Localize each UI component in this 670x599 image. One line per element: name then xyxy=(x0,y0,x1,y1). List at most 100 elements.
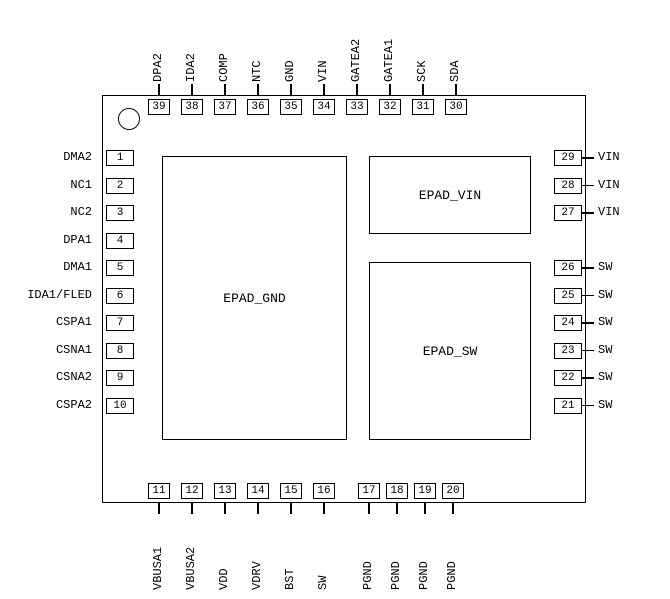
pin-25-label: SW xyxy=(598,288,612,302)
pin-15-label: BST xyxy=(283,518,297,590)
pin-35-label: GND xyxy=(283,10,297,82)
pin-37-num: 37 xyxy=(214,99,236,115)
pin-3-label: NC2 xyxy=(22,205,92,219)
pin-9-label: CSNA2 xyxy=(22,370,92,384)
pin-39-num: 39 xyxy=(148,99,170,115)
pin-3-num: 3 xyxy=(106,205,134,221)
pin-11-num: 11 xyxy=(148,483,170,499)
pin-1-num: 1 xyxy=(106,150,134,166)
pin-10-label: CSPA2 xyxy=(22,398,92,412)
pin-15-tick xyxy=(290,503,292,514)
pin-25-tick xyxy=(582,295,594,297)
pin-18-label: PGND xyxy=(389,518,403,590)
pin-5-num: 5 xyxy=(106,260,134,276)
pin-26-num: 26 xyxy=(554,260,582,276)
pin-28-num: 28 xyxy=(554,178,582,194)
pin-28-tick xyxy=(582,185,594,187)
pin-33-num: 33 xyxy=(346,99,368,115)
pin-13-label: VDD xyxy=(217,518,231,590)
pin-7-label: CSPA1 xyxy=(22,315,92,329)
pin-38-label: IDA2 xyxy=(184,10,198,82)
pin-29-num: 29 xyxy=(554,150,582,166)
pin-12-tick xyxy=(191,503,193,514)
pin-8-label: CSNA1 xyxy=(22,343,92,357)
pin-36-label: NTC xyxy=(250,10,264,82)
pin-26-label: SW xyxy=(598,260,612,274)
pin-13-tick xyxy=(224,503,226,514)
pin-24-num: 24 xyxy=(554,315,582,331)
pin-19-label: PGND xyxy=(417,518,431,590)
pin-20-num: 20 xyxy=(442,483,464,499)
pin1-dot xyxy=(118,108,140,130)
pin-14-label: VDRV xyxy=(250,518,264,590)
pin-4-num: 4 xyxy=(106,233,134,249)
pin-6-label: IDA1/FLED xyxy=(22,288,92,302)
epad-vin-label: EPAD_VIN xyxy=(419,188,481,203)
pin-16-label: SW xyxy=(316,518,330,590)
pin-17-label: PGND xyxy=(361,518,375,590)
pin-29-tick xyxy=(582,157,594,159)
pin-17-tick xyxy=(368,503,370,514)
pin-31-num: 31 xyxy=(412,99,434,115)
pin-16-num: 16 xyxy=(313,483,335,499)
pin-32-num: 32 xyxy=(379,99,401,115)
pin-21-num: 21 xyxy=(554,398,582,414)
pin-14-num: 14 xyxy=(247,483,269,499)
pin-36-num: 36 xyxy=(247,99,269,115)
pin-12-num: 12 xyxy=(181,483,203,499)
pin-37-label: COMP xyxy=(217,10,231,82)
pin-30-label: SDA xyxy=(448,10,462,82)
pin-11-tick xyxy=(158,503,160,514)
epad-gnd: EPAD_GND xyxy=(162,156,347,440)
epad-sw-label: EPAD_SW xyxy=(423,344,478,359)
pin-24-tick xyxy=(582,322,594,324)
pin-12-label: VBUSA2 xyxy=(184,518,198,590)
pin-22-label: SW xyxy=(598,370,612,384)
epad-sw: EPAD_SW xyxy=(369,262,531,440)
pin-31-tick xyxy=(422,84,424,95)
pin-15-num: 15 xyxy=(280,483,302,499)
pin-34-tick xyxy=(323,84,325,95)
pin-19-tick xyxy=(424,503,426,514)
pin-23-num: 23 xyxy=(554,343,582,359)
pin-39-label: DPA2 xyxy=(151,10,165,82)
pin-33-tick xyxy=(356,84,358,95)
pin-35-tick xyxy=(290,84,292,95)
pin-39-tick xyxy=(158,84,160,95)
pin-22-tick xyxy=(582,377,594,379)
pin-32-tick xyxy=(389,84,391,95)
pin-19-num: 19 xyxy=(414,483,436,499)
pin-25-num: 25 xyxy=(554,288,582,304)
epad-gnd-label: EPAD_GND xyxy=(223,291,285,306)
epad-vin: EPAD_VIN xyxy=(369,156,531,234)
pin-8-num: 8 xyxy=(106,343,134,359)
pin-17-num: 17 xyxy=(358,483,380,499)
pin-30-tick xyxy=(455,84,457,95)
pin-22-num: 22 xyxy=(554,370,582,386)
pin-1-label: DMA2 xyxy=(22,150,92,164)
pin-27-label: VIN xyxy=(598,205,620,219)
pin-13-num: 13 xyxy=(214,483,236,499)
pin-33-label: GATEA2 xyxy=(349,10,363,82)
pin-23-label: SW xyxy=(598,343,612,357)
pin-18-tick xyxy=(396,503,398,514)
pin-32-label: GATEA1 xyxy=(382,10,396,82)
pin-36-tick xyxy=(257,84,259,95)
pin-7-num: 7 xyxy=(106,315,134,331)
pin-5-label: DMA1 xyxy=(22,260,92,274)
pin-20-label: PGND xyxy=(445,518,459,590)
pin-37-tick xyxy=(224,84,226,95)
pin-9-num: 9 xyxy=(106,370,134,386)
pin-34-label: VIN xyxy=(316,10,330,82)
pin-34-num: 34 xyxy=(313,99,335,115)
pin-20-tick xyxy=(452,503,454,514)
pin-10-num: 10 xyxy=(106,398,134,414)
pin-26-tick xyxy=(582,267,594,269)
pin-28-label: VIN xyxy=(598,178,620,192)
pin-29-label: VIN xyxy=(598,150,620,164)
pin-16-tick xyxy=(323,503,325,514)
pin-38-tick xyxy=(191,84,193,95)
pin-31-label: SCK xyxy=(415,10,429,82)
pin-4-label: DPA1 xyxy=(22,233,92,247)
pin-23-tick xyxy=(582,350,594,352)
